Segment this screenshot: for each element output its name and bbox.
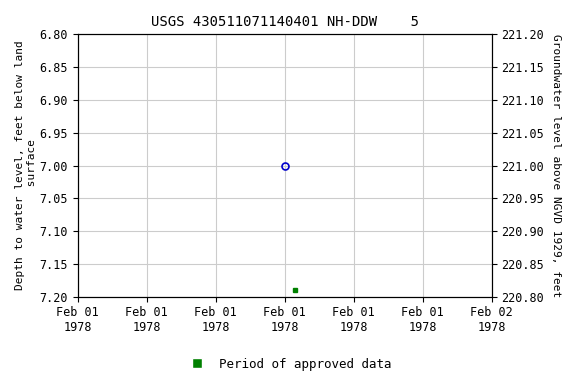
Legend: Period of approved data: Period of approved data xyxy=(179,353,397,376)
Y-axis label: Depth to water level, feet below land
 surface: Depth to water level, feet below land su… xyxy=(15,41,37,290)
Y-axis label: Groundwater level above NGVD 1929, feet: Groundwater level above NGVD 1929, feet xyxy=(551,34,561,297)
Title: USGS 430511071140401 NH-DDW    5: USGS 430511071140401 NH-DDW 5 xyxy=(151,15,419,29)
